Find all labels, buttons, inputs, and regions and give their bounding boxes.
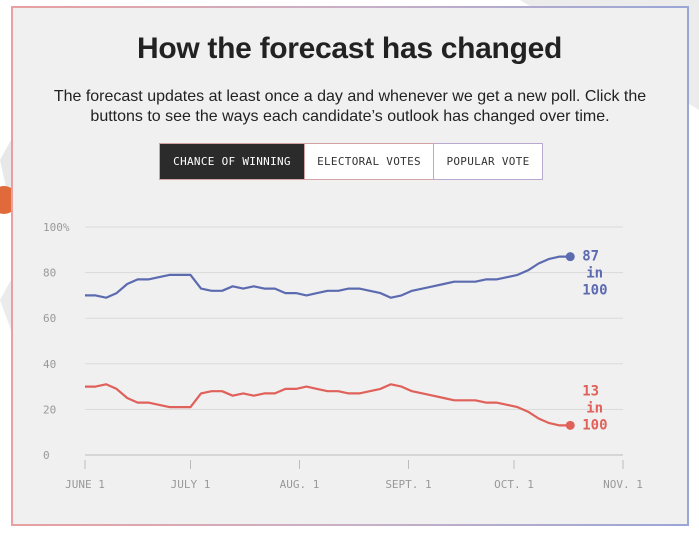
y-tick-label: 20 bbox=[43, 403, 56, 416]
series-end-label: 87 bbox=[582, 249, 599, 265]
forecast-card bbox=[11, 6, 689, 526]
tab-popular-vote[interactable]: POPULAR VOTE bbox=[434, 143, 543, 180]
series-end-point-0 bbox=[565, 252, 575, 262]
x-axis: JUNE 1 JULY 1 AUG. 1 SEPT. 1 OCT. 1 NOV. 1 bbox=[65, 478, 643, 491]
x-tick-label: OCT. 1 bbox=[494, 478, 534, 491]
series-end-label: 13 bbox=[582, 383, 599, 399]
chart-mode-tabs: CHANCE OF WINNING ELECTORAL VOTES POPULA… bbox=[159, 143, 543, 180]
series-end-label: in bbox=[586, 266, 603, 282]
series-line-1 bbox=[85, 383, 571, 427]
series bbox=[85, 252, 575, 430]
series-end-label: 100 bbox=[582, 283, 607, 299]
y-tick-label: 0 bbox=[43, 449, 50, 462]
x-tick-label: JUNE 1 bbox=[65, 478, 105, 491]
y-axis: 0 20 40 60 80 100% bbox=[43, 221, 70, 462]
y-tick-label: 60 bbox=[43, 312, 56, 325]
series-line-0 bbox=[85, 255, 571, 299]
grid bbox=[84, 226, 624, 469]
series-end-label: in bbox=[586, 400, 603, 416]
tab-chance-of-winning[interactable]: CHANCE OF WINNING bbox=[159, 143, 305, 180]
tab-electoral-votes[interactable]: ELECTORAL VOTES bbox=[305, 143, 434, 180]
x-tick-label: AUG. 1 bbox=[280, 478, 320, 491]
x-tick-label: NOV. 1 bbox=[603, 478, 643, 491]
y-tick-label: 40 bbox=[43, 358, 56, 371]
page-title: How the forecast has changed bbox=[136, 32, 563, 65]
series-end-label: 100 bbox=[582, 417, 607, 433]
x-tick-label: SEPT. 1 bbox=[385, 478, 431, 491]
page-subtitle: The forecast updates at least once a day… bbox=[53, 88, 647, 125]
y-tick-label: 80 bbox=[43, 267, 56, 280]
y-tick-label: 100% bbox=[43, 221, 70, 234]
x-tick-label: JULY 1 bbox=[171, 478, 211, 491]
series-end-point-1 bbox=[565, 420, 575, 430]
